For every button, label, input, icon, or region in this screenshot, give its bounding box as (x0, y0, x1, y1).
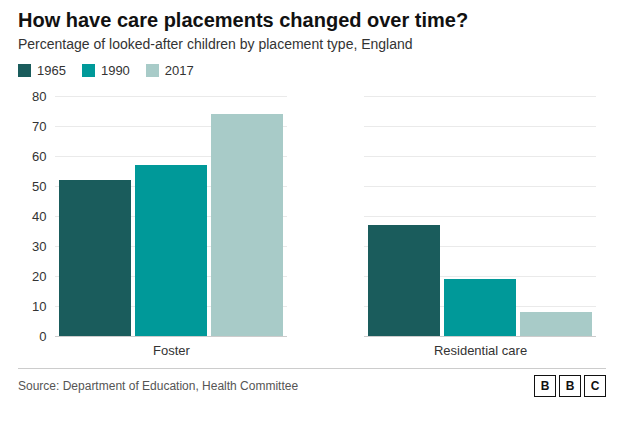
svg-text:0: 0 (39, 329, 46, 344)
svg-text:20: 20 (32, 269, 46, 284)
html-text:1990: 1990 (100, 62, 130, 78)
svg-text:10: 10 (32, 299, 46, 314)
svg-text:Foster: Foster (153, 343, 191, 358)
svg-text:40: 40 (32, 209, 46, 224)
svg-text:70: 70 (32, 119, 46, 134)
svg-text:60: 60 (32, 149, 46, 164)
svg-text:80: 80 (32, 89, 46, 104)
html-text:Percentage of looked-after chi: Percentage of looked-after children by p… (18, 36, 413, 52)
html-text:B: B (540, 379, 550, 393)
html-text:How have care placements chang: How have care placements changed over ti… (18, 9, 469, 31)
svg-text:50: 50 (32, 179, 46, 194)
html-text:1965: 1965 (37, 62, 66, 78)
html-text:2017: 2017 (164, 62, 194, 78)
svg-text:30: 30 (32, 239, 46, 254)
html-text:Source: Department of Educatio: Source: Department of Education, Health … (18, 379, 299, 393)
svg-text:Residential care: Residential care (434, 343, 527, 358)
html-text:B: B (565, 379, 575, 393)
html-text:C: C (590, 379, 600, 393)
